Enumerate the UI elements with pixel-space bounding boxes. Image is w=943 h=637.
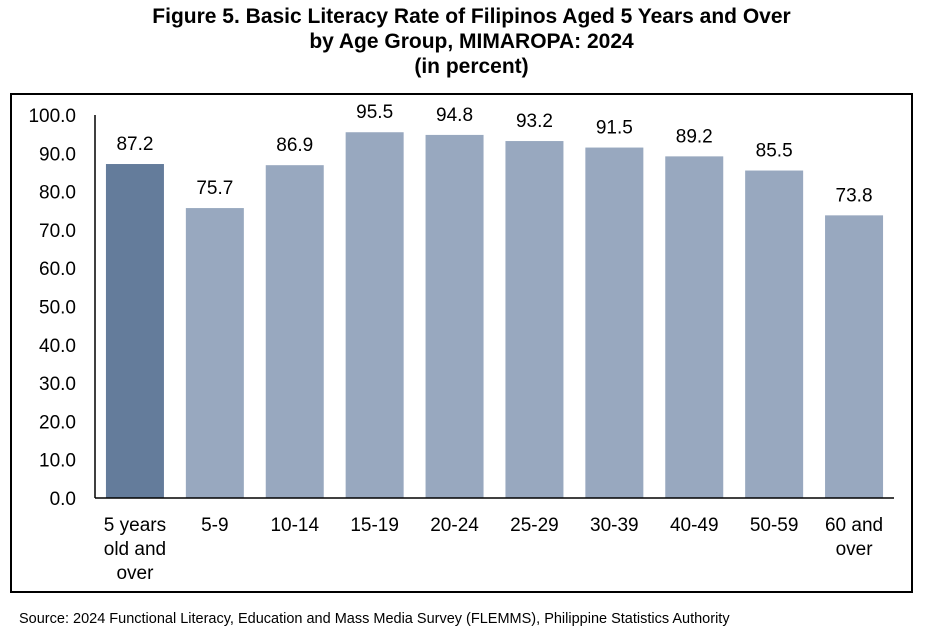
bar <box>425 134 484 498</box>
x-tick-label: 50-59 <box>750 515 799 536</box>
bar <box>185 208 244 498</box>
data-label: 87.2 <box>116 134 153 155</box>
chart-title: Figure 5. Basic Literacy Rate of Filipin… <box>0 4 943 79</box>
x-tick-label: 40-49 <box>670 515 719 536</box>
data-label: 89.2 <box>676 126 713 147</box>
x-tick-label: 10-14 <box>270 515 319 536</box>
y-tick-label: 10.0 <box>39 451 76 472</box>
y-tick-label: 20.0 <box>39 412 76 433</box>
bar <box>585 147 644 498</box>
chart-title-line-2: by Age Group, MIMAROPA: 2024 <box>309 30 634 53</box>
y-tick-label: 90.0 <box>39 144 76 165</box>
x-tick-label: over <box>116 563 154 584</box>
data-label: 75.7 <box>196 178 233 199</box>
x-tick-label: 20-24 <box>430 515 479 536</box>
x-tick-label: 30-39 <box>590 515 639 536</box>
x-tick-label: over <box>836 539 874 560</box>
bar <box>825 215 884 498</box>
y-tick-label: 70.0 <box>39 221 76 242</box>
x-tick-label: 25-29 <box>510 515 559 536</box>
x-tick-label: old and <box>104 539 166 560</box>
chart-frame <box>10 93 913 593</box>
y-tick-label: 0.0 <box>50 489 76 510</box>
bar <box>345 132 404 499</box>
bar <box>665 156 724 498</box>
y-tick-label: 80.0 <box>39 183 76 204</box>
source-note: Source: 2024 Functional Literacy, Educat… <box>19 611 730 627</box>
data-label: 95.5 <box>356 102 393 123</box>
x-tick-label: 5 years <box>104 515 166 536</box>
bar <box>745 170 804 498</box>
bar <box>505 141 564 498</box>
data-label: 91.5 <box>596 118 633 139</box>
y-tick-label: 100.0 <box>28 106 76 127</box>
y-tick-label: 50.0 <box>39 298 76 319</box>
y-tick-label: 30.0 <box>39 374 76 395</box>
y-tick-label: 60.0 <box>39 259 76 280</box>
chart-title-line-3: (in percent) <box>414 55 529 78</box>
chart-title-line-1: Figure 5. Basic Literacy Rate of Filipin… <box>152 5 791 28</box>
bar <box>105 164 164 499</box>
x-tick-label: 60 and <box>825 515 883 536</box>
y-tick-label: 40.0 <box>39 336 76 357</box>
x-tick-label: 5-9 <box>201 515 228 536</box>
bar <box>265 165 324 498</box>
data-label: 93.2 <box>516 111 553 132</box>
data-label: 86.9 <box>276 135 313 156</box>
data-label: 94.8 <box>436 105 473 126</box>
x-tick-label: 15-19 <box>350 515 399 536</box>
data-label: 73.8 <box>836 185 873 206</box>
data-label: 85.5 <box>756 141 793 162</box>
